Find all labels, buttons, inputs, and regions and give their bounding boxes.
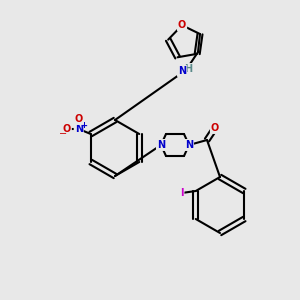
Text: N: N: [178, 66, 186, 76]
Text: O: O: [63, 124, 71, 134]
Text: N: N: [185, 140, 193, 150]
Text: O: O: [211, 123, 219, 133]
Text: H: H: [184, 64, 192, 74]
Text: O: O: [178, 20, 186, 30]
Text: I: I: [180, 188, 184, 198]
Text: −: −: [59, 129, 67, 139]
Text: N: N: [75, 124, 83, 134]
Text: N: N: [157, 140, 165, 150]
Text: +: +: [80, 121, 87, 130]
Text: O: O: [75, 114, 83, 124]
